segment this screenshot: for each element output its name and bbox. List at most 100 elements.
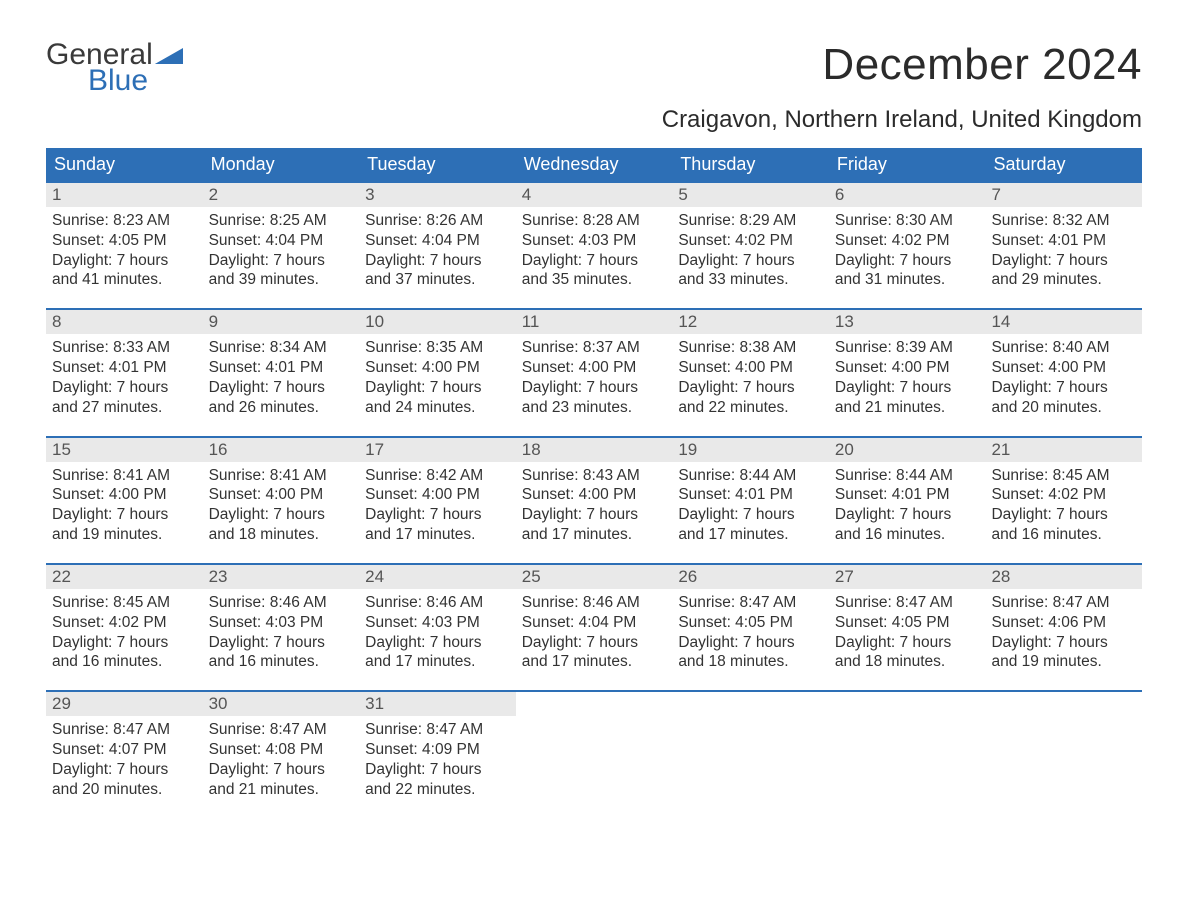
day-sunset: Sunset: 4:04 PM — [365, 231, 510, 251]
day-number: 14 — [985, 310, 1142, 334]
day-sunrise: Sunrise: 8:39 AM — [835, 338, 980, 358]
day-body: Sunrise: 8:46 AMSunset: 4:04 PMDaylight:… — [516, 589, 673, 672]
day-sunset: Sunset: 4:00 PM — [522, 485, 667, 505]
day-sunrise: Sunrise: 8:47 AM — [991, 593, 1136, 613]
day-number: 11 — [516, 310, 673, 334]
day-daylight2: and 22 minutes. — [365, 780, 510, 800]
calendar-week: 8Sunrise: 8:33 AMSunset: 4:01 PMDaylight… — [46, 308, 1142, 417]
weekday-header: Friday — [829, 148, 986, 181]
calendar-day: 16Sunrise: 8:41 AMSunset: 4:00 PMDayligh… — [203, 438, 360, 545]
day-number: 16 — [203, 438, 360, 462]
day-body: Sunrise: 8:43 AMSunset: 4:00 PMDaylight:… — [516, 462, 673, 545]
day-daylight2: and 16 minutes. — [209, 652, 354, 672]
calendar-day: 6Sunrise: 8:30 AMSunset: 4:02 PMDaylight… — [829, 183, 986, 290]
day-daylight1: Daylight: 7 hours — [365, 505, 510, 525]
day-sunrise: Sunrise: 8:43 AM — [522, 466, 667, 486]
day-daylight1: Daylight: 7 hours — [991, 633, 1136, 653]
day-sunrise: Sunrise: 8:45 AM — [52, 593, 197, 613]
day-sunrise: Sunrise: 8:23 AM — [52, 211, 197, 231]
day-body: Sunrise: 8:46 AMSunset: 4:03 PMDaylight:… — [203, 589, 360, 672]
day-sunset: Sunset: 4:04 PM — [209, 231, 354, 251]
day-body: Sunrise: 8:39 AMSunset: 4:00 PMDaylight:… — [829, 334, 986, 417]
day-daylight2: and 16 minutes. — [991, 525, 1136, 545]
day-number: 17 — [359, 438, 516, 462]
day-sunrise: Sunrise: 8:30 AM — [835, 211, 980, 231]
calendar-day: 11Sunrise: 8:37 AMSunset: 4:00 PMDayligh… — [516, 310, 673, 417]
day-daylight2: and 17 minutes. — [522, 652, 667, 672]
day-daylight1: Daylight: 7 hours — [678, 378, 823, 398]
day-sunset: Sunset: 4:00 PM — [365, 485, 510, 505]
day-body: Sunrise: 8:45 AMSunset: 4:02 PMDaylight:… — [985, 462, 1142, 545]
day-sunset: Sunset: 4:01 PM — [209, 358, 354, 378]
day-daylight2: and 17 minutes. — [365, 652, 510, 672]
day-body: Sunrise: 8:44 AMSunset: 4:01 PMDaylight:… — [829, 462, 986, 545]
day-sunset: Sunset: 4:09 PM — [365, 740, 510, 760]
calendar-day: 8Sunrise: 8:33 AMSunset: 4:01 PMDaylight… — [46, 310, 203, 417]
calendar-week: 15Sunrise: 8:41 AMSunset: 4:00 PMDayligh… — [46, 436, 1142, 545]
day-sunrise: Sunrise: 8:33 AM — [52, 338, 197, 358]
day-daylight1: Daylight: 7 hours — [52, 633, 197, 653]
day-daylight1: Daylight: 7 hours — [522, 633, 667, 653]
day-daylight2: and 33 minutes. — [678, 270, 823, 290]
day-number: 30 — [203, 692, 360, 716]
day-body: Sunrise: 8:37 AMSunset: 4:00 PMDaylight:… — [516, 334, 673, 417]
day-sunrise: Sunrise: 8:47 AM — [209, 720, 354, 740]
calendar-day: 10Sunrise: 8:35 AMSunset: 4:00 PMDayligh… — [359, 310, 516, 417]
day-number: 28 — [985, 565, 1142, 589]
calendar-day: 14Sunrise: 8:40 AMSunset: 4:00 PMDayligh… — [985, 310, 1142, 417]
day-body: Sunrise: 8:44 AMSunset: 4:01 PMDaylight:… — [672, 462, 829, 545]
day-daylight2: and 22 minutes. — [678, 398, 823, 418]
calendar-day: 21Sunrise: 8:45 AMSunset: 4:02 PMDayligh… — [985, 438, 1142, 545]
day-daylight1: Daylight: 7 hours — [835, 378, 980, 398]
day-sunrise: Sunrise: 8:47 AM — [678, 593, 823, 613]
day-daylight1: Daylight: 7 hours — [522, 505, 667, 525]
day-number: 12 — [672, 310, 829, 334]
day-number: 3 — [359, 183, 516, 207]
day-number: 10 — [359, 310, 516, 334]
day-daylight1: Daylight: 7 hours — [991, 505, 1136, 525]
day-sunrise: Sunrise: 8:35 AM — [365, 338, 510, 358]
calendar-day: 26Sunrise: 8:47 AMSunset: 4:05 PMDayligh… — [672, 565, 829, 672]
day-sunset: Sunset: 4:00 PM — [678, 358, 823, 378]
calendar-day — [829, 692, 986, 799]
day-sunset: Sunset: 4:02 PM — [835, 231, 980, 251]
day-daylight2: and 24 minutes. — [365, 398, 510, 418]
day-daylight1: Daylight: 7 hours — [678, 251, 823, 271]
day-sunset: Sunset: 4:07 PM — [52, 740, 197, 760]
day-daylight2: and 23 minutes. — [522, 398, 667, 418]
day-sunrise: Sunrise: 8:47 AM — [835, 593, 980, 613]
day-sunset: Sunset: 4:08 PM — [209, 740, 354, 760]
day-body: Sunrise: 8:38 AMSunset: 4:00 PMDaylight:… — [672, 334, 829, 417]
day-sunrise: Sunrise: 8:44 AM — [678, 466, 823, 486]
calendar-day: 30Sunrise: 8:47 AMSunset: 4:08 PMDayligh… — [203, 692, 360, 799]
day-body: Sunrise: 8:28 AMSunset: 4:03 PMDaylight:… — [516, 207, 673, 290]
day-body: Sunrise: 8:41 AMSunset: 4:00 PMDaylight:… — [203, 462, 360, 545]
day-daylight1: Daylight: 7 hours — [678, 505, 823, 525]
day-number: 23 — [203, 565, 360, 589]
calendar-day: 23Sunrise: 8:46 AMSunset: 4:03 PMDayligh… — [203, 565, 360, 672]
day-daylight2: and 17 minutes. — [522, 525, 667, 545]
weekday-header: Monday — [203, 148, 360, 181]
day-body: Sunrise: 8:40 AMSunset: 4:00 PMDaylight:… — [985, 334, 1142, 417]
day-body: Sunrise: 8:33 AMSunset: 4:01 PMDaylight:… — [46, 334, 203, 417]
day-number: 26 — [672, 565, 829, 589]
day-sunrise: Sunrise: 8:29 AM — [678, 211, 823, 231]
location-label: Craigavon, Northern Ireland, United King… — [662, 106, 1142, 134]
calendar-day: 29Sunrise: 8:47 AMSunset: 4:07 PMDayligh… — [46, 692, 203, 799]
day-daylight1: Daylight: 7 hours — [365, 760, 510, 780]
day-daylight1: Daylight: 7 hours — [52, 505, 197, 525]
calendar-day: 9Sunrise: 8:34 AMSunset: 4:01 PMDaylight… — [203, 310, 360, 417]
day-number: 29 — [46, 692, 203, 716]
day-body: Sunrise: 8:41 AMSunset: 4:00 PMDaylight:… — [46, 462, 203, 545]
day-sunrise: Sunrise: 8:28 AM — [522, 211, 667, 231]
weekday-header: Wednesday — [516, 148, 673, 181]
day-daylight1: Daylight: 7 hours — [52, 378, 197, 398]
day-daylight1: Daylight: 7 hours — [835, 505, 980, 525]
day-daylight2: and 37 minutes. — [365, 270, 510, 290]
day-daylight1: Daylight: 7 hours — [209, 251, 354, 271]
month-title: December 2024 — [662, 40, 1142, 90]
weekday-header: Saturday — [985, 148, 1142, 181]
calendar-day: 4Sunrise: 8:28 AMSunset: 4:03 PMDaylight… — [516, 183, 673, 290]
day-sunset: Sunset: 4:03 PM — [209, 613, 354, 633]
calendar-day: 7Sunrise: 8:32 AMSunset: 4:01 PMDaylight… — [985, 183, 1142, 290]
